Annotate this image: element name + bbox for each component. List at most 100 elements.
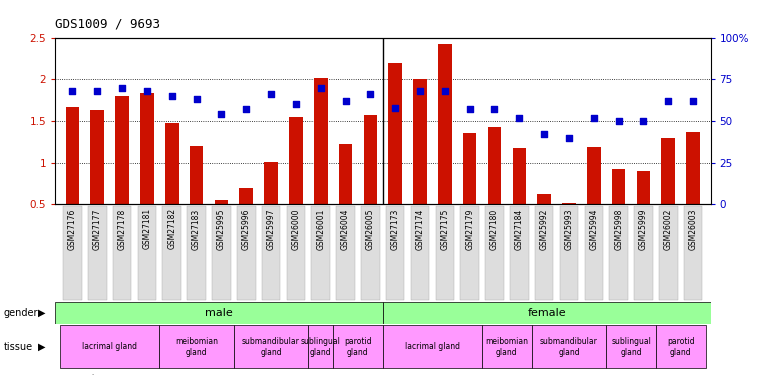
Bar — [383, 302, 711, 324]
Bar — [587, 147, 601, 204]
Bar — [662, 138, 675, 204]
FancyBboxPatch shape — [386, 206, 404, 300]
Point — [66, 88, 79, 94]
Point — [240, 106, 252, 112]
Bar — [612, 170, 626, 204]
Point — [116, 85, 128, 91]
Point — [389, 105, 401, 111]
Text: male: male — [205, 308, 233, 318]
Text: GSM25993: GSM25993 — [565, 208, 574, 250]
Bar — [309, 325, 333, 369]
Text: count: count — [69, 374, 96, 375]
Text: ▶: ▶ — [38, 308, 46, 318]
FancyBboxPatch shape — [435, 206, 454, 300]
Text: GSM27183: GSM27183 — [192, 208, 201, 249]
Bar — [656, 325, 706, 369]
FancyBboxPatch shape — [684, 206, 702, 300]
Point — [563, 135, 575, 141]
Text: GSM27179: GSM27179 — [465, 208, 474, 250]
Text: GSM27181: GSM27181 — [142, 208, 151, 249]
FancyBboxPatch shape — [659, 206, 678, 300]
Bar — [189, 146, 203, 204]
Bar — [463, 134, 477, 204]
FancyBboxPatch shape — [510, 206, 529, 300]
Bar — [686, 132, 700, 204]
Text: GSM27176: GSM27176 — [68, 208, 77, 250]
Bar — [264, 162, 278, 204]
Text: GSM25992: GSM25992 — [539, 208, 549, 250]
Point — [439, 88, 451, 94]
Bar — [607, 325, 656, 369]
FancyBboxPatch shape — [560, 206, 578, 300]
Text: GSM27177: GSM27177 — [92, 208, 102, 250]
Bar — [388, 63, 402, 204]
Bar — [314, 78, 328, 204]
Bar — [636, 171, 650, 204]
Bar — [532, 325, 607, 369]
Text: GSM27180: GSM27180 — [490, 208, 499, 249]
Text: GSM26003: GSM26003 — [688, 208, 698, 250]
FancyBboxPatch shape — [237, 206, 255, 300]
Bar — [66, 107, 79, 204]
Text: GSM26001: GSM26001 — [316, 208, 325, 250]
Bar — [438, 44, 452, 204]
FancyBboxPatch shape — [286, 206, 305, 300]
FancyBboxPatch shape — [212, 206, 231, 300]
Text: GSM26002: GSM26002 — [664, 208, 673, 250]
Point — [265, 91, 277, 97]
Bar — [115, 96, 129, 204]
Point — [290, 101, 302, 107]
Bar — [60, 325, 159, 369]
FancyBboxPatch shape — [610, 206, 628, 300]
Text: GSM27174: GSM27174 — [416, 208, 425, 250]
FancyBboxPatch shape — [361, 206, 380, 300]
Bar — [333, 325, 383, 369]
Bar — [338, 144, 352, 204]
Text: GDS1009 / 9693: GDS1009 / 9693 — [55, 18, 160, 31]
Bar — [413, 79, 427, 204]
Bar — [562, 203, 576, 204]
Text: gender: gender — [4, 308, 38, 318]
FancyBboxPatch shape — [187, 206, 206, 300]
Bar — [159, 325, 234, 369]
Text: GSM25996: GSM25996 — [241, 208, 251, 250]
Text: submandibular
gland: submandibular gland — [242, 337, 300, 357]
Text: GSM25998: GSM25998 — [614, 208, 623, 250]
Bar — [140, 93, 154, 204]
Bar — [239, 188, 253, 204]
Point — [315, 85, 327, 91]
Text: parotid
gland: parotid gland — [344, 337, 372, 357]
FancyBboxPatch shape — [485, 206, 503, 300]
Point — [513, 115, 526, 121]
Text: GSM27184: GSM27184 — [515, 208, 524, 249]
Text: meibomian
gland: meibomian gland — [485, 337, 529, 357]
Point — [488, 106, 500, 112]
Bar — [537, 194, 551, 204]
Text: lacrimal gland: lacrimal gland — [405, 342, 460, 351]
Point — [414, 88, 426, 94]
Text: GSM26004: GSM26004 — [341, 208, 350, 250]
Bar — [289, 117, 303, 204]
Point — [588, 115, 600, 121]
Point — [91, 88, 103, 94]
Text: GSM27173: GSM27173 — [390, 208, 400, 250]
Point — [141, 88, 153, 94]
Text: sublingual
gland: sublingual gland — [611, 337, 651, 357]
Point — [364, 91, 377, 97]
Point — [613, 118, 625, 124]
Text: parotid
gland: parotid gland — [667, 337, 694, 357]
FancyBboxPatch shape — [113, 206, 131, 300]
Bar — [55, 302, 383, 324]
FancyBboxPatch shape — [634, 206, 652, 300]
Point — [190, 96, 202, 102]
Text: GSM27178: GSM27178 — [118, 208, 127, 249]
Text: GSM25997: GSM25997 — [267, 208, 276, 250]
Text: meibomian
gland: meibomian gland — [175, 337, 218, 357]
Bar — [234, 325, 309, 369]
FancyBboxPatch shape — [163, 206, 181, 300]
Point — [687, 98, 699, 104]
Text: GSM25994: GSM25994 — [589, 208, 598, 250]
Text: GSM25999: GSM25999 — [639, 208, 648, 250]
Point — [538, 131, 550, 137]
Text: sublingual
gland: sublingual gland — [301, 337, 341, 357]
